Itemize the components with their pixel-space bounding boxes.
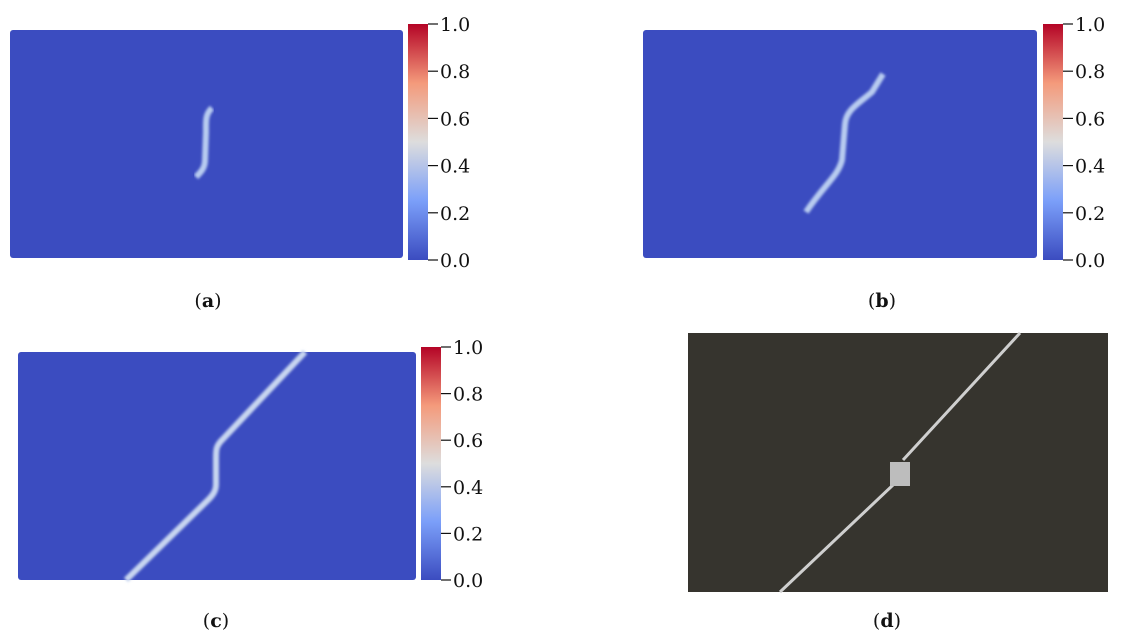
colorbar-tick-label: 0.8 <box>453 384 483 406</box>
colorbar-tick-label: 0.4 <box>1075 156 1105 178</box>
colorbar-tick-label: 0.8 <box>1075 61 1105 83</box>
colorbar <box>408 24 428 260</box>
panel-caption: (d) <box>873 610 901 632</box>
colorbar-tick-label: 0.2 <box>1075 203 1105 225</box>
caption-part: ) <box>894 610 901 632</box>
colorbar-tick-label: 0.0 <box>440 250 470 272</box>
panel-caption: (a) <box>194 290 221 312</box>
field <box>643 30 1037 258</box>
colorbar-tick-label: 1.0 <box>453 337 483 359</box>
crack <box>123 349 308 583</box>
caption-part: ) <box>222 610 229 632</box>
colorbar <box>1043 24 1063 260</box>
colorbar-tick-label: 1.0 <box>440 14 470 36</box>
crack <box>193 105 215 180</box>
colorbar-tick-label: 0.4 <box>440 156 470 178</box>
caption-part: ( <box>873 610 880 632</box>
colorbar-tick-label: 0.6 <box>1075 108 1105 130</box>
colorbar-tick-label: 0.2 <box>453 523 483 545</box>
caption-part: d <box>880 610 893 632</box>
colorbar-tick-label: 0.2 <box>440 203 470 225</box>
colorbar-tick-label: 0.0 <box>1075 250 1105 272</box>
colorbar <box>421 347 441 580</box>
caption-part: ( <box>868 290 875 312</box>
caption-part: a <box>202 290 214 312</box>
colorbar-tick-label: 1.0 <box>1075 14 1105 36</box>
panel-caption: (c) <box>203 610 229 632</box>
photo-notch <box>890 462 910 486</box>
caption-part: ( <box>203 610 210 632</box>
caption-part: ) <box>214 290 221 312</box>
panel-caption: (b) <box>868 290 896 312</box>
caption-part: ) <box>889 290 896 312</box>
caption-part: c <box>210 610 222 632</box>
colorbar-tick-label: 0.0 <box>453 570 483 592</box>
photo-crack <box>778 331 1022 594</box>
colorbar-tick-label: 0.4 <box>453 477 483 499</box>
crack <box>803 72 886 214</box>
caption-part: ( <box>194 290 201 312</box>
caption-part: b <box>875 290 888 312</box>
colorbar-tick-label: 0.6 <box>453 430 483 452</box>
colorbar-tick-label: 0.8 <box>440 61 470 83</box>
colorbar-tick-label: 0.6 <box>440 108 470 130</box>
